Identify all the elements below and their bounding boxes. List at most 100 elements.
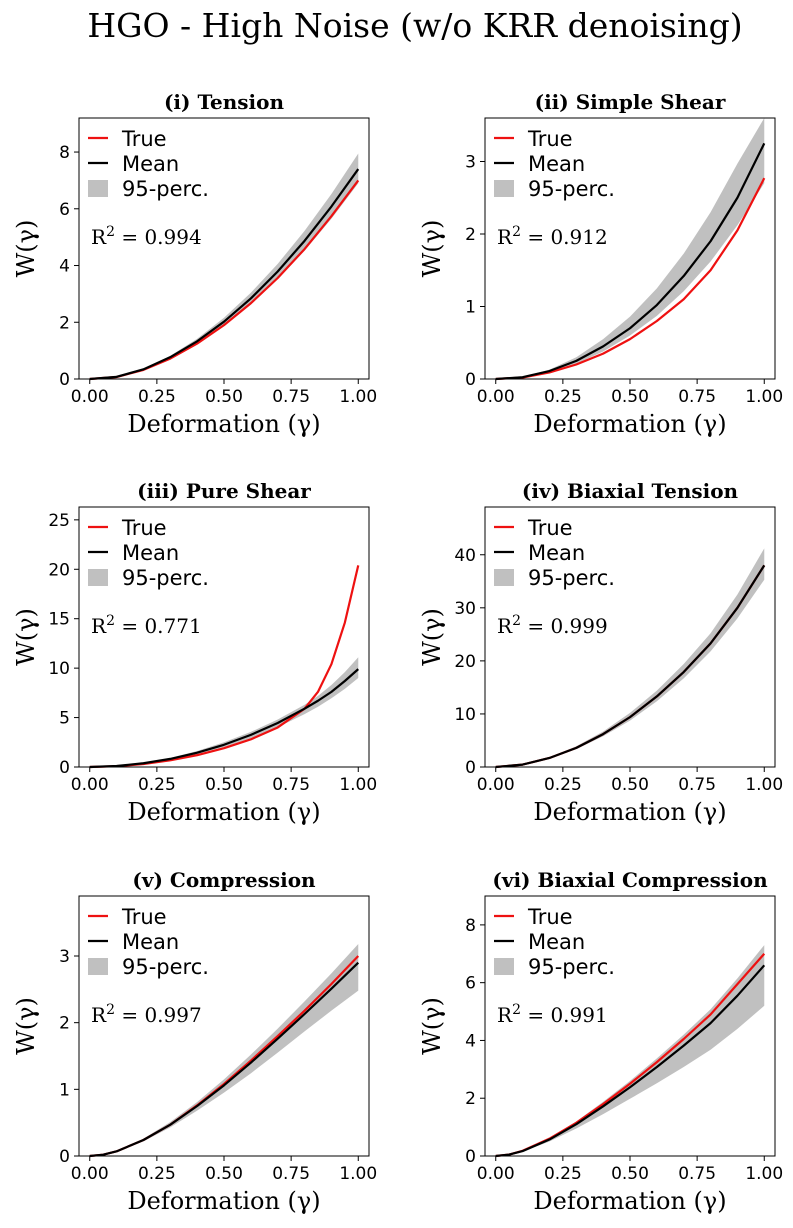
x-axis-label: Deformation (γ) bbox=[533, 798, 726, 826]
x-tick-label: 0.25 bbox=[138, 387, 176, 407]
panel-3: (iii) Pure Shear 0.00 0.25 0.50 0.75 1.00 0 5 10… bbox=[12, 479, 377, 826]
r2-value: = 0.771 bbox=[115, 614, 202, 638]
x-tick-label: 1.00 bbox=[745, 387, 783, 407]
figure-title: HGO - High Noise (w/o KRR denoising) bbox=[87, 6, 742, 45]
x-tick-label: 1.00 bbox=[745, 775, 783, 795]
legend-label: Mean bbox=[528, 930, 585, 954]
r2-letter: R bbox=[497, 225, 513, 249]
r2-annotation: R2 = 0.994 bbox=[91, 224, 202, 249]
x-tick-label: 0.75 bbox=[272, 775, 310, 795]
legend-band-swatch bbox=[88, 958, 108, 975]
panel-title: (iii) Pure Shear bbox=[137, 479, 311, 503]
y-tick-label: 5 bbox=[59, 709, 70, 729]
x-tick-label: 0.50 bbox=[205, 1164, 243, 1184]
y-axis-label: W(γ) bbox=[418, 608, 446, 666]
y-axis-label: W(γ) bbox=[12, 608, 40, 666]
r2-exponent: 2 bbox=[106, 613, 115, 629]
x-axis-label: Deformation (γ) bbox=[533, 1187, 726, 1215]
x-tick-label: 0.75 bbox=[678, 775, 716, 795]
y-tick-label: 3 bbox=[465, 153, 476, 173]
legend-label: True bbox=[121, 516, 167, 540]
legend-label: Mean bbox=[528, 152, 585, 176]
true-line bbox=[89, 955, 360, 1158]
legend-band-swatch bbox=[494, 569, 514, 586]
x-tick-label: 0.25 bbox=[138, 775, 176, 795]
y-tick-label: 0 bbox=[59, 758, 70, 778]
legend-label: Mean bbox=[122, 152, 179, 176]
legend-band-swatch bbox=[494, 180, 514, 197]
x-tick-label: 0.00 bbox=[477, 775, 515, 795]
x-axis-label: Deformation (γ) bbox=[127, 410, 320, 438]
r2-letter: R bbox=[91, 614, 107, 638]
y-axis-label: W(γ) bbox=[12, 997, 40, 1055]
y-tick-label: 2 bbox=[59, 1014, 70, 1034]
mean-line bbox=[89, 668, 359, 769]
x-tick-label: 0.00 bbox=[477, 387, 515, 407]
legend-band-swatch bbox=[494, 958, 514, 975]
y-tick-label: 40 bbox=[454, 546, 476, 566]
x-tick-label: 0.50 bbox=[205, 775, 243, 795]
y-tick-label: 0 bbox=[59, 1147, 70, 1167]
r2-annotation: R2 = 0.771 bbox=[91, 613, 202, 638]
x-tick-label: 0.50 bbox=[611, 1164, 649, 1184]
panel-title: (i) Tension bbox=[164, 90, 285, 114]
r2-exponent: 2 bbox=[512, 613, 521, 629]
y-tick-label: 1 bbox=[59, 1080, 70, 1100]
y-tick-label: 8 bbox=[465, 916, 476, 936]
y-tick-label: 10 bbox=[454, 705, 476, 725]
r2-letter: R bbox=[497, 1003, 513, 1027]
legend-label: 95-perc. bbox=[528, 955, 615, 979]
mean-line bbox=[495, 142, 766, 381]
y-tick-label: 20 bbox=[48, 560, 70, 580]
mean-line bbox=[495, 964, 766, 1158]
mean-line bbox=[89, 168, 360, 381]
legend-label: True bbox=[527, 127, 573, 151]
legend-label: Mean bbox=[122, 930, 179, 954]
x-tick-label: 1.00 bbox=[745, 1164, 783, 1184]
y-tick-label: 2 bbox=[59, 313, 70, 333]
y-axis-label: W(γ) bbox=[418, 997, 446, 1055]
x-tick-label: 0.00 bbox=[71, 1164, 109, 1184]
y-tick-label: 10 bbox=[48, 659, 70, 679]
x-tick-label: 0.50 bbox=[611, 775, 649, 795]
true-line bbox=[495, 953, 766, 1158]
y-tick-label: 1 bbox=[465, 298, 476, 318]
x-tick-label: 0.00 bbox=[71, 775, 109, 795]
r2-annotation: R2 = 0.999 bbox=[497, 613, 608, 638]
panel-title: (vi) Biaxial Compression bbox=[492, 868, 768, 892]
y-axis-label: W(γ) bbox=[12, 220, 40, 278]
x-tick-label: 0.25 bbox=[138, 1164, 176, 1184]
panel-6: (vi) Biaxial Compression 0.00 0.25 0.50 0.75… bbox=[418, 868, 783, 1215]
r2-letter: R bbox=[497, 614, 513, 638]
y-tick-label: 0 bbox=[465, 758, 476, 778]
y-tick-label: 25 bbox=[48, 511, 70, 531]
legend-label: True bbox=[527, 905, 573, 929]
legend-label: True bbox=[121, 905, 167, 929]
y-tick-label: 30 bbox=[454, 599, 476, 619]
x-tick-label: 0.50 bbox=[205, 387, 243, 407]
legend-label: 95-perc. bbox=[122, 955, 209, 979]
x-tick-label: 1.00 bbox=[339, 387, 377, 407]
legend-band-swatch bbox=[88, 180, 108, 197]
r2-annotation: R2 = 0.997 bbox=[91, 1002, 202, 1027]
y-tick-label: 4 bbox=[465, 1031, 476, 1051]
r2-annotation: R2 = 0.912 bbox=[497, 224, 608, 249]
y-tick-label: 6 bbox=[465, 974, 476, 994]
panels: (i) Tension 0.00 0.25 0.50 0.75 1.00 0 2 4 6 8 Defo… bbox=[12, 90, 783, 1215]
true-line bbox=[89, 179, 360, 381]
y-tick-label: 0 bbox=[59, 370, 70, 390]
panel-1: (i) Tension 0.00 0.25 0.50 0.75 1.00 0 2 4 6 8 Defo… bbox=[12, 90, 377, 438]
r2-value: = 0.999 bbox=[521, 614, 608, 638]
panel-2: (ii) Simple Shear 0.00 0.25 0.50 0.75 1.00 0 1 2… bbox=[418, 90, 783, 438]
panel-4: (iv) Biaxial Tension 0.00 0.25 0.50 0.75 1.00… bbox=[418, 479, 783, 826]
y-tick-label: 4 bbox=[59, 257, 70, 277]
mean-line bbox=[89, 961, 360, 1158]
y-tick-label: 2 bbox=[465, 225, 476, 245]
r2-value: = 0.997 bbox=[115, 1003, 202, 1027]
panel-title: (ii) Simple Shear bbox=[535, 90, 726, 114]
legend-label: 95-perc. bbox=[122, 566, 209, 590]
y-tick-label: 3 bbox=[59, 947, 70, 967]
